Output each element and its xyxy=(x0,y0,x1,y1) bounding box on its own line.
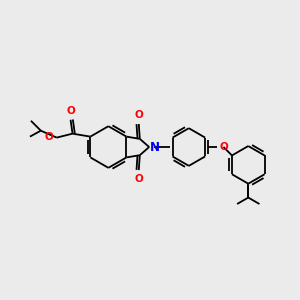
Text: O: O xyxy=(66,106,75,116)
Text: O: O xyxy=(45,132,54,142)
Text: N: N xyxy=(150,140,160,154)
Text: O: O xyxy=(220,142,228,152)
Text: O: O xyxy=(134,110,143,120)
Text: O: O xyxy=(134,174,143,184)
